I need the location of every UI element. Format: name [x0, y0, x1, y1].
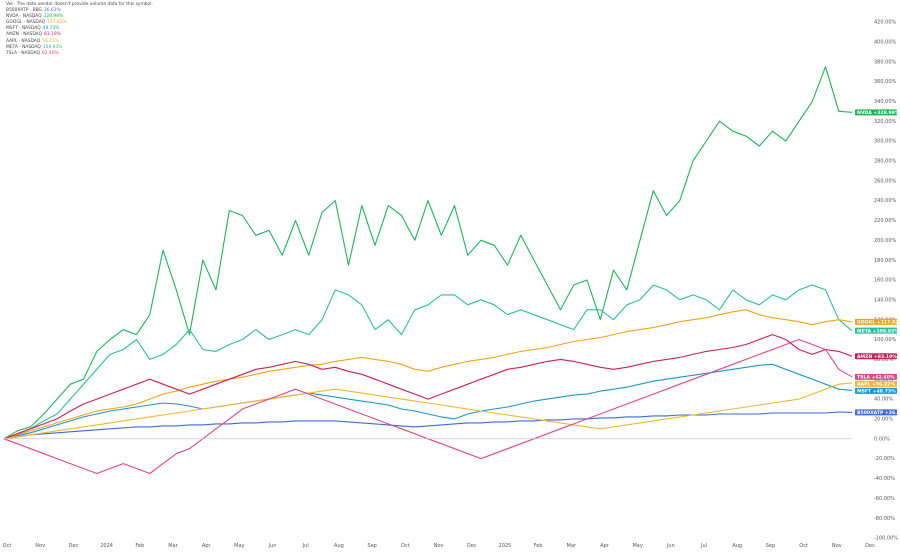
y-tick-label: 180.00% [874, 258, 896, 264]
y-tick-label: 360.00% [874, 79, 896, 85]
price-tag-tsla: TSLA +62.40% [855, 373, 897, 380]
y-tick-label: 100.00% [874, 337, 896, 343]
x-tick-label: Apr [202, 543, 212, 549]
price-tag-meta: META +108.93% [855, 327, 899, 334]
x-tick-label: Jun [666, 543, 675, 549]
y-tick-label: 80.00% [874, 357, 893, 363]
price-tag-nvda: NVDA +328.98% [855, 109, 900, 116]
series-line-aapl [3, 382, 853, 440]
legend-item-amzn[interactable]: AMZN · NASDAQ 83.19% [6, 32, 61, 38]
y-tick-label: 300.00% [874, 139, 896, 145]
svg-text:AMZN +83.19%: AMZN +83.19% [857, 354, 897, 360]
y-tick-label: -40.00% [874, 476, 895, 482]
x-tick-label: Jul [302, 543, 309, 549]
y-tick-label: -100.00% [874, 536, 898, 542]
y-axis: 420.00% 400.00% 380.00% 360.00% 340.00% 320.0… [4, 20, 898, 542]
x-tick-label: Dec [865, 543, 875, 549]
x-tick-label: May [632, 543, 642, 549]
x-tick-label: Jul [700, 543, 707, 549]
y-tick-label: 0.00% [874, 436, 890, 442]
x-tick-label: Sep [367, 543, 376, 549]
series-line-googl [3, 309, 853, 440]
x-tick-label: Oct [401, 543, 410, 549]
series-line-amzn [3, 334, 853, 440]
x-tick-label: Nov [832, 543, 842, 549]
x-tick-label: Dec [69, 543, 79, 549]
svg-text:B500XATP +26.61%: B500XATP +26.61% [857, 410, 900, 416]
y-tick-label: 320.00% [874, 119, 896, 125]
x-tick-label: Apr [600, 543, 610, 549]
y-tick-label: 20.00% [874, 417, 893, 423]
x-tick-label: Nov [35, 543, 45, 549]
x-tick-label: Mar [567, 543, 577, 549]
series-line-meta [3, 284, 853, 440]
x-axis: Oct Nov Dec 2024 Feb Mar Apr May Jun Jul Aug Sep Oct… [3, 543, 875, 549]
x-tick-label: Sep [766, 543, 775, 549]
x-tick-label: Oct [3, 543, 12, 549]
y-tick-label: -80.00% [874, 516, 895, 522]
x-tick-label: Dec [467, 543, 477, 549]
legend-item-tsla[interactable]: TSLA · NASDAQ 62.40% [6, 50, 59, 56]
legend-item-googl[interactable]: GOOGL · NASDAQ 117.82% [6, 20, 67, 26]
svg-text:AAPL +56.22%: AAPL +56.22% [857, 381, 895, 387]
x-tick-label: Oct [799, 543, 808, 549]
svg-text:NVDA +328.98%: NVDA +328.98% [857, 110, 900, 116]
series-line-b500xatp [3, 411, 853, 440]
series-line-tsla [3, 338, 853, 475]
price-tag-amzn: AMZN +83.19% [855, 353, 897, 360]
legend: Vol · The data vendor doesn't provide vo… [6, 2, 153, 57]
y-tick-label: 340.00% [874, 99, 896, 105]
y-tick-label: 380.00% [874, 59, 896, 65]
y-tick-label: 220.00% [874, 218, 896, 224]
y-tick-label: -60.00% [874, 496, 895, 502]
x-tick-label: Aug [334, 543, 344, 549]
svg-text:MSFT +48.73%: MSFT +48.73% [857, 388, 896, 394]
x-tick-label: 2024 [100, 543, 113, 549]
y-tick-label: -20.00% [874, 456, 895, 462]
x-tick-label: Feb [135, 543, 144, 549]
price-tag-msft: MSFT +48.73% [855, 387, 897, 394]
x-tick-label: 2025 [499, 543, 512, 549]
legend-item-nvda[interactable]: NVDA · NASDAQ 328.98% [6, 14, 64, 20]
y-tick-label: 160.00% [874, 278, 896, 284]
x-tick-label: May [234, 543, 244, 549]
svg-text:TSLA +62.40%: TSLA +62.40% [857, 374, 895, 380]
y-tick-label: 280.00% [874, 159, 896, 165]
y-tick-label: 200.00% [874, 238, 896, 244]
svg-text:META +108.93%: META +108.93% [857, 328, 899, 334]
legend-item-aapl[interactable]: AAPL · NASDAQ 56.22% [6, 38, 59, 44]
svg-text:GOOGL +117.82%: GOOGL +117.82% [857, 319, 900, 325]
x-tick-label: Jun [268, 543, 277, 549]
y-tick-label: 260.00% [874, 178, 896, 184]
legend-item-meta[interactable]: META · NASDAQ 108.93% [6, 44, 63, 50]
price-tag-aapl: AAPL +56.22% [855, 380, 897, 387]
y-tick-label: 420.00% [874, 20, 896, 26]
y-tick-label: 240.00% [874, 198, 896, 204]
series-layer [3, 66, 853, 475]
legend-note: Vol · The data vendor doesn't provide vo… [6, 2, 153, 7]
y-tick-label: 140.00% [874, 297, 896, 303]
price-tag-googl: GOOGL +117.82% [855, 318, 900, 325]
price-tags: NVDA +328.98% GOOGL +117.82% META +108.93%… [855, 109, 900, 416]
y-tick-label: 400.00% [874, 39, 896, 45]
series-line-nvda [3, 66, 853, 440]
legend-item-msft[interactable]: MSFT · NASDAQ 48.73% [6, 26, 60, 32]
x-tick-label: Mar [168, 543, 178, 549]
x-tick-label: Nov [434, 543, 444, 549]
x-tick-label: Feb [534, 543, 543, 549]
x-tick-label: Aug [732, 543, 742, 549]
y-tick-label: 40.00% [874, 397, 893, 403]
price-tag-b500xatp: B500XATP +26.61% [855, 409, 900, 416]
legend-item-b500xatp[interactable]: B500XATP · BBG 26.61% [6, 8, 61, 14]
